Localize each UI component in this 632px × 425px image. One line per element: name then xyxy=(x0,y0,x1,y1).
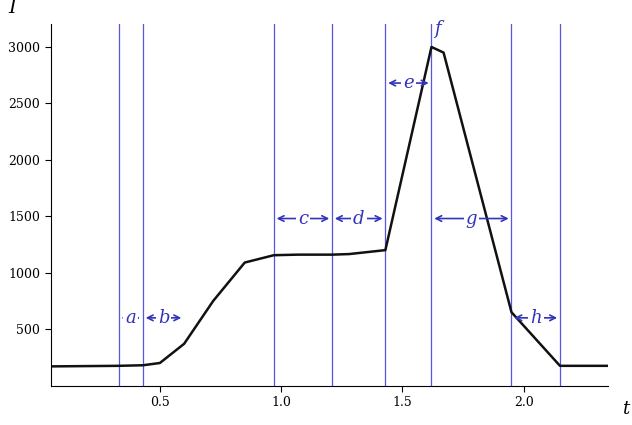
Text: d: d xyxy=(353,210,365,227)
Text: f: f xyxy=(434,20,441,38)
Text: c: c xyxy=(298,210,308,227)
X-axis label: t: t xyxy=(622,400,629,418)
Text: e: e xyxy=(403,74,414,92)
Text: h: h xyxy=(530,309,542,327)
Text: b: b xyxy=(158,309,169,327)
Text: g: g xyxy=(466,210,477,227)
Text: a: a xyxy=(125,309,136,327)
Y-axis label: I: I xyxy=(8,0,16,17)
